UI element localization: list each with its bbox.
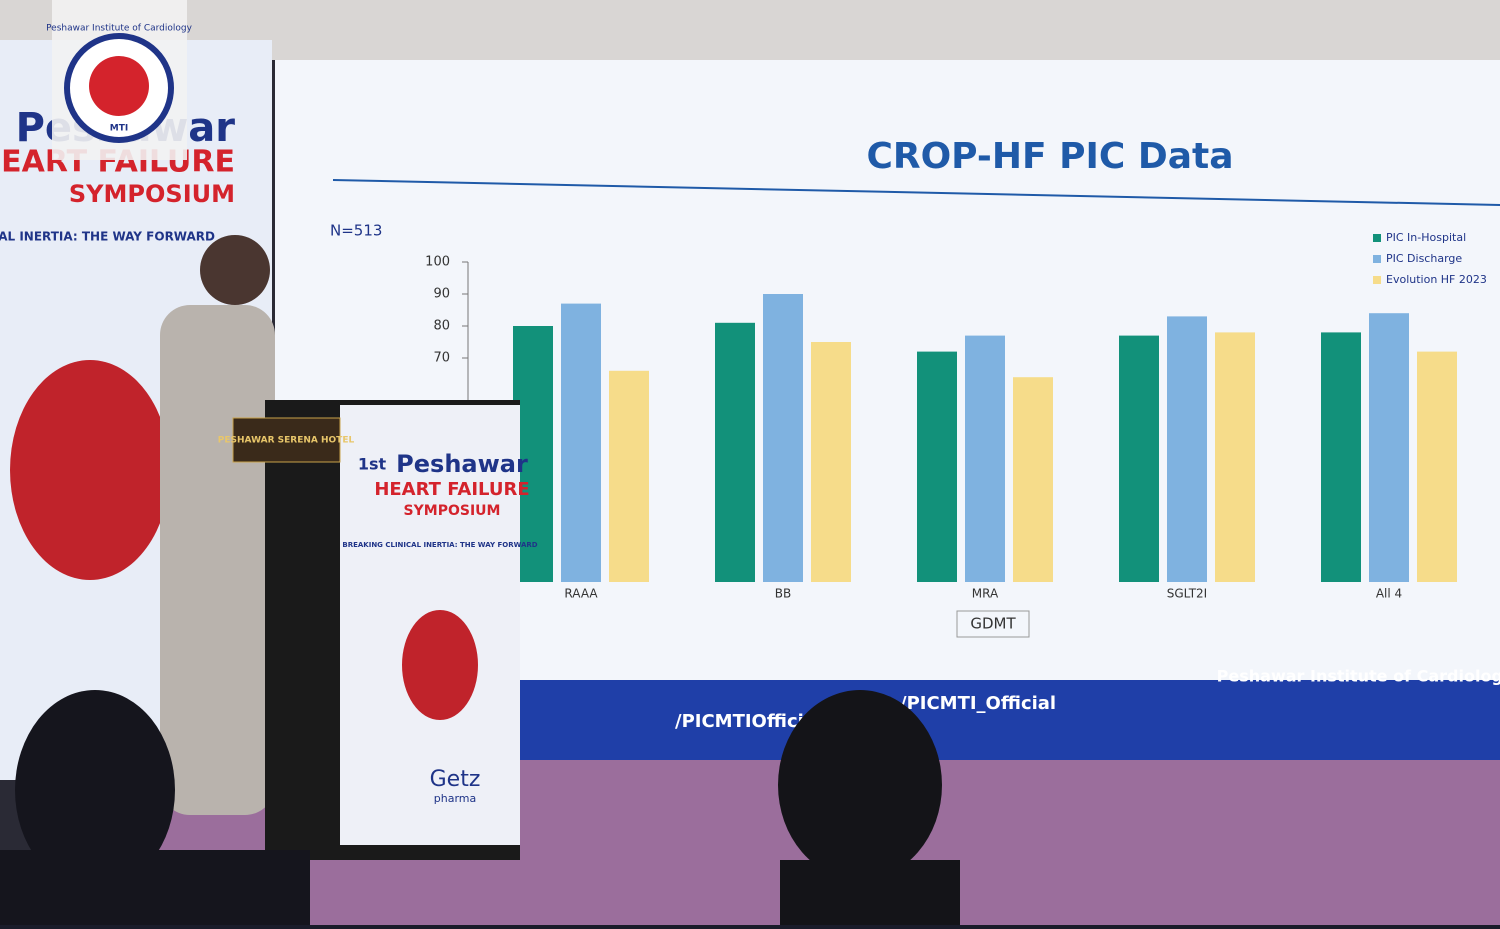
hotel-name: PESHAWAR SERENA HOTEL xyxy=(218,436,355,446)
chart-note: N=513 xyxy=(330,222,382,240)
slide-chart: CROP-HF PIC Data N=513 GDMT 70 80 90 100 RAA… xyxy=(330,136,1500,638)
y-tick-label: 80 xyxy=(433,319,450,334)
podium-text: HEART FAILURE xyxy=(374,479,529,500)
banner-text: SYMPOSIUM xyxy=(69,180,235,208)
audience xyxy=(780,860,960,925)
logo-text: Peshawar Institute of Cardiology xyxy=(46,24,193,34)
x-label-box xyxy=(956,610,1030,638)
y-tick-label: 70 xyxy=(433,351,450,366)
legend-label: PIC In-Hospital xyxy=(1386,231,1466,244)
bar xyxy=(763,294,803,582)
audience-head xyxy=(778,690,942,880)
logo-text: MTI xyxy=(110,124,128,134)
x-tick-label: SGLT2I xyxy=(1167,587,1207,601)
heart-art xyxy=(402,610,478,720)
footer-text: Peshawar Institute of Cardiology xyxy=(1217,667,1500,686)
bar xyxy=(811,342,851,582)
banner-text: BREAKING CLINICAL INERTIA: THE WAY FORWA… xyxy=(0,230,215,244)
bar xyxy=(1119,335,1159,582)
x-tick-label: RAAA xyxy=(564,587,598,601)
hotel-plate xyxy=(232,417,341,463)
y-tick-label: 100 xyxy=(425,255,450,270)
x-tick-label: MRA xyxy=(972,587,999,601)
podium-text: SYMPOSIUM xyxy=(404,503,501,519)
bar xyxy=(561,303,601,582)
bar xyxy=(1215,332,1255,582)
podium-text: 1st xyxy=(358,455,387,474)
x-tick-label: BB xyxy=(775,587,791,601)
bar xyxy=(609,370,649,582)
bar xyxy=(917,351,957,582)
legend-label: Evolution HF 2023 xyxy=(1386,273,1487,286)
bar xyxy=(1417,351,1457,582)
heart-art xyxy=(10,360,170,580)
sponsor: Getz xyxy=(430,767,481,792)
podium-text: Peshawar xyxy=(396,450,528,478)
speaker xyxy=(160,305,275,815)
bar xyxy=(715,322,755,582)
footer-text: /PICMTIOfficial xyxy=(675,711,822,732)
title-rule xyxy=(332,179,1500,206)
x-axis-label: GDMT xyxy=(970,615,1016,633)
bar xyxy=(1321,332,1361,582)
audience xyxy=(0,850,310,925)
x-tick-label: All 4 xyxy=(1376,587,1402,601)
logo-mark xyxy=(89,56,149,116)
sponsor-sub: pharma xyxy=(434,792,476,805)
legend-swatch xyxy=(1373,234,1381,242)
slide-title: CROP-HF PIC Data xyxy=(866,136,1233,177)
audience-head xyxy=(15,690,175,890)
bar xyxy=(1369,313,1409,582)
legend-swatch xyxy=(1373,276,1381,284)
bar xyxy=(1013,377,1053,582)
speaker-head xyxy=(200,235,270,305)
legend-swatch xyxy=(1373,255,1381,263)
bar xyxy=(1167,316,1207,582)
podium-text: BREAKING CLINICAL INERTIA: THE WAY FORWA… xyxy=(342,541,537,549)
y-tick-label: 90 xyxy=(433,287,450,302)
bar xyxy=(965,335,1005,582)
footer-text: /PICMTI_Official xyxy=(900,693,1056,714)
legend-label: PIC Discharge xyxy=(1386,252,1462,265)
